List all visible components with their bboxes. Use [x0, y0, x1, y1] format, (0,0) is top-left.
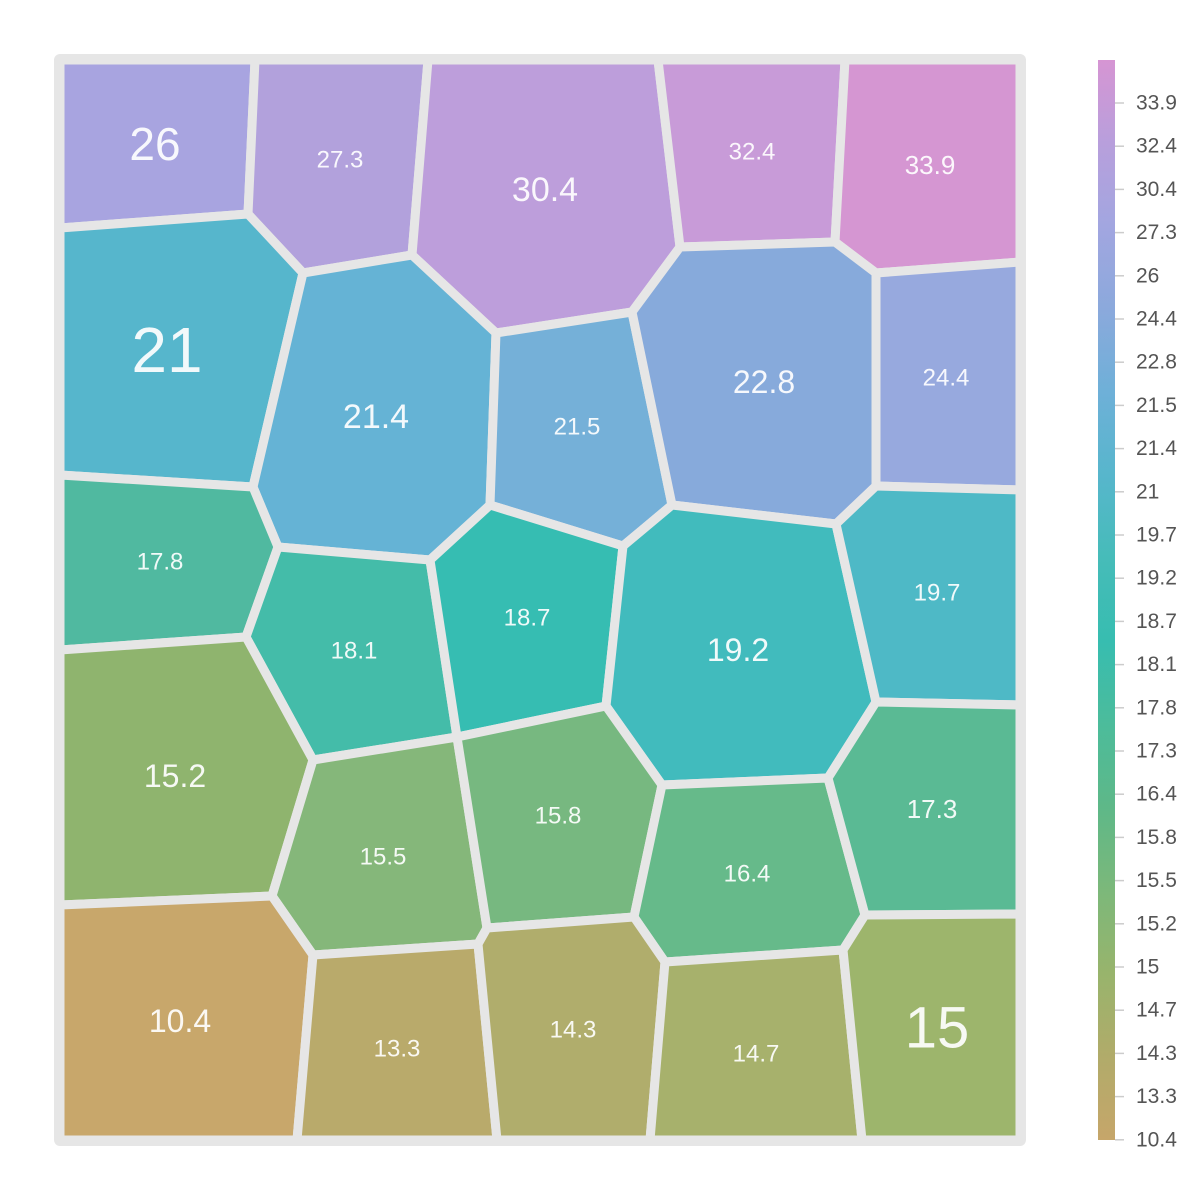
cell-label: 30.4 — [512, 171, 578, 209]
cell-label: 27.3 — [317, 147, 364, 174]
cells-layer — [55, 55, 1025, 1145]
legend-tick-label: 16.4 — [1136, 783, 1177, 806]
legend-tick-label: 26 — [1136, 264, 1159, 287]
legend-tick-label: 21.4 — [1136, 437, 1177, 460]
legend-tick-label: 18.7 — [1136, 610, 1177, 633]
legend-tick-label: 22.8 — [1136, 351, 1177, 374]
legend-tick-label: 10.4 — [1136, 1128, 1177, 1151]
legend-ticks: 33.9 32.4 30.4 27.3 26 24.4 22.8 21.5 21.4 21 19.7… — [1115, 92, 1177, 1151]
legend-tick-label: 13.3 — [1136, 1085, 1177, 1108]
legend-tick-label: 15.8 — [1136, 826, 1177, 849]
cell-label: 14.3 — [550, 1017, 597, 1044]
legend-tick-label: 21 — [1136, 480, 1159, 503]
cell-label: 19.7 — [914, 580, 961, 607]
color-legend: 33.9 32.4 30.4 27.3 26 24.4 22.8 21.5 21.4 21 19.7… — [1098, 60, 1177, 1151]
legend-tick-label: 17.3 — [1136, 740, 1177, 763]
cell-label: 33.9 — [905, 150, 956, 180]
legend-tick-label: 27.3 — [1136, 221, 1177, 244]
cell-label: 15.8 — [535, 803, 582, 830]
cell-label: 15.5 — [360, 844, 407, 871]
legend-tick-label: 18.1 — [1136, 653, 1177, 676]
cell-label: 22.8 — [733, 364, 795, 400]
cell-label: 32.4 — [729, 139, 776, 166]
cell-label: 16.4 — [724, 861, 771, 888]
cell-label: 18.1 — [331, 638, 378, 665]
cell-label: 14.7 — [733, 1041, 780, 1068]
legend-tick-label: 14.7 — [1136, 999, 1177, 1022]
legend-tick-label: 30.4 — [1136, 178, 1177, 201]
legend-tick-label: 33.9 — [1136, 92, 1177, 115]
cell-label: 18.7 — [504, 605, 551, 632]
legend-tick-label: 32.4 — [1136, 135, 1177, 158]
legend-tick-label: 14.3 — [1136, 1042, 1177, 1065]
cell-label: 26 — [129, 118, 180, 170]
cell-label: 15 — [905, 996, 970, 1061]
cell-label: 21.5 — [554, 414, 601, 441]
cell-label: 21 — [131, 314, 202, 386]
legend-tick-label: 17.8 — [1136, 696, 1177, 719]
cell-label: 17.8 — [137, 549, 184, 576]
legend-tick-label: 21.5 — [1136, 394, 1177, 417]
legend-tick-label: 15.2 — [1136, 912, 1177, 935]
cell-label: 13.3 — [374, 1036, 421, 1063]
labels-layer: 26 27.3 30.4 32.4 33.9 21 21.4 21.5 22.8 24.4 17.8… — [129, 118, 969, 1068]
cell-17-3 — [823, 697, 1025, 920]
legend-tick-label: 19.7 — [1136, 524, 1177, 547]
cell-label: 24.4 — [923, 365, 970, 392]
cell-15 — [838, 909, 1025, 1145]
legend-tick-label: 24.4 — [1136, 308, 1177, 331]
cell-label: 10.4 — [149, 1003, 211, 1039]
cell-label: 21.4 — [343, 398, 409, 436]
legend-tick-label: 19.2 — [1136, 567, 1177, 590]
cell-label: 17.3 — [907, 794, 958, 824]
legend-tick-label: 15 — [1136, 956, 1159, 979]
cell-label: 15.2 — [144, 758, 206, 794]
cell-label: 19.2 — [707, 632, 769, 668]
cell-19-7 — [831, 481, 1025, 710]
legend-colorbar — [1098, 60, 1115, 1140]
legend-tick-label: 15.5 — [1136, 869, 1177, 892]
